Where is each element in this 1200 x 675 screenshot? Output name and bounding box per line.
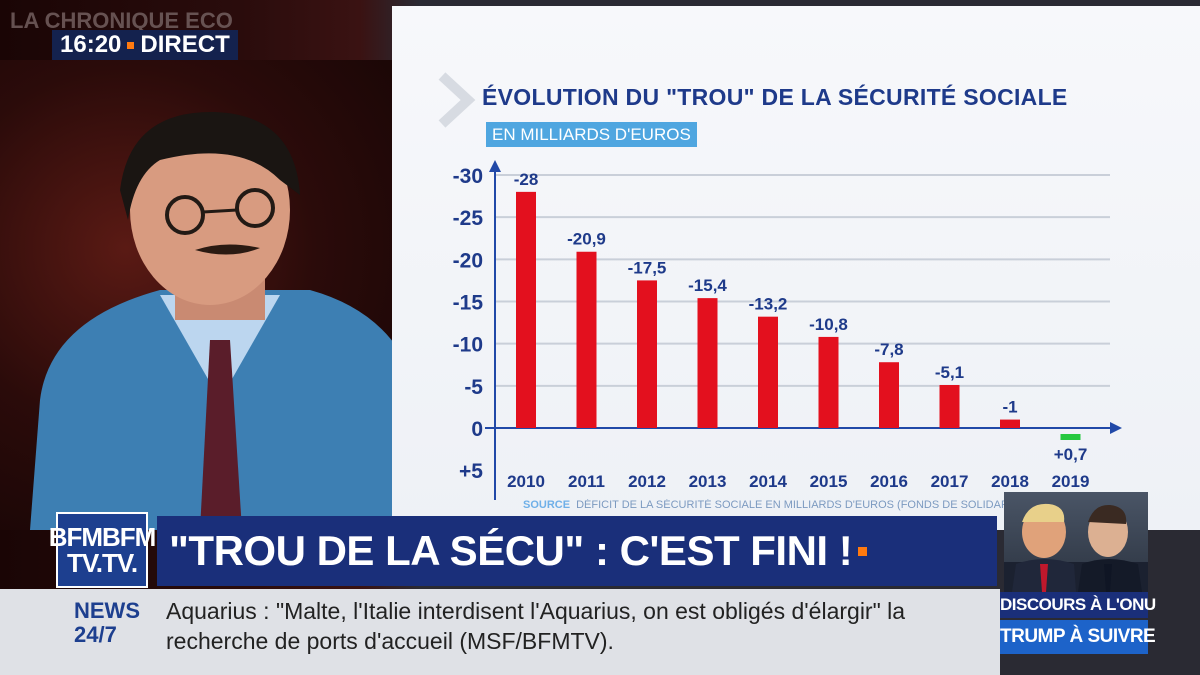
chart-subtitle: EN MILLIARDS D'EUROS xyxy=(486,122,697,147)
value-label-2010: -28 xyxy=(514,170,539,189)
x-tick-label-2011: 2011 xyxy=(568,472,605,491)
y-axis-arrow xyxy=(489,160,501,172)
channel-logo: BFMBFM TV.TV. xyxy=(49,512,156,588)
y-tick-label: -25 xyxy=(453,207,484,230)
value-label-2018: -1 xyxy=(1002,398,1017,417)
news-sub-label: 24/7 xyxy=(74,622,117,647)
bar-2017 xyxy=(939,384,960,428)
value-label-2015: -10,8 xyxy=(809,315,848,334)
y-tick-label: -30 xyxy=(453,165,483,188)
side-caption-1: DISCOURS À L'ONU xyxy=(1000,592,1156,618)
source-text: DÉFICIT DE LA SÉCURITÉ SOCIALE EN MILLIA… xyxy=(576,499,1088,511)
side-photo xyxy=(1004,492,1148,592)
clock-box: 16:20 DIRECT xyxy=(52,30,238,60)
headline-bar: "TROU DE LA SÉCU" : C'EST FINI ! xyxy=(157,516,997,586)
y-tick-label: -20 xyxy=(453,249,483,272)
bar-2015 xyxy=(818,336,839,428)
presenter-illustration xyxy=(30,111,420,530)
bar-2012 xyxy=(637,280,657,428)
x-tick-label-2016: 2016 xyxy=(870,472,908,491)
bar-2010 xyxy=(516,191,536,428)
bar-2019 xyxy=(1060,434,1081,440)
headline-text: "TROU DE LA SÉCU" : C'EST FINI ! xyxy=(169,527,853,574)
chart-source: SOURCE DÉFICIT DE LA SÉCURITÉ SOCIALE EN … xyxy=(523,499,1088,511)
x-tick-label-2015: 2015 xyxy=(810,472,848,491)
live-dot xyxy=(127,41,135,49)
x-tick-label-2017: 2017 xyxy=(931,472,969,491)
y-tick-label: -5 xyxy=(464,376,483,399)
bar-2014 xyxy=(758,316,778,428)
headline-dot xyxy=(858,546,868,556)
news-label: NEWS xyxy=(74,598,140,623)
x-tick-label-2014: 2014 xyxy=(749,472,787,491)
value-label-2013: -15,4 xyxy=(688,276,727,295)
y-tick-label: +5 xyxy=(459,460,483,483)
x-tick-label-2013: 2013 xyxy=(689,472,727,491)
bar-chart: -30 -25 -20 -15 -10 -5 0 +5 -28 2010 -20,9 2011 -17,… xyxy=(453,160,1122,500)
value-label-2011: -20,9 xyxy=(567,230,606,249)
x-tick-label-2012: 2012 xyxy=(628,472,666,491)
x-tick-label-2019: 2019 xyxy=(1052,472,1090,491)
y-tick-label: -10 xyxy=(453,334,483,357)
live-label: DIRECT xyxy=(140,31,230,58)
x-axis-arrow xyxy=(1110,422,1122,434)
clock-time: 16:20 xyxy=(60,31,122,58)
side-caption-2: TRUMP À SUIVRE xyxy=(1000,620,1156,654)
value-label-2017: -5,1 xyxy=(935,363,964,382)
bar-2016 xyxy=(879,362,899,428)
segment-label: LA CHRONIQUE ECO xyxy=(10,8,233,33)
news-ticker xyxy=(0,589,1000,675)
bar-2018 xyxy=(1000,419,1020,428)
value-label-2012: -17,5 xyxy=(628,258,667,277)
ticker-text: Aquarius : "Malte, l'Italie interdisent … xyxy=(166,598,906,654)
chart-title: ÉVOLUTION DU "TROU" DE LA SÉCURITÉ SOCIA… xyxy=(482,84,1068,110)
logo-line2: TV.TV. xyxy=(66,548,138,578)
chevron-right-icon xyxy=(438,72,476,128)
value-label-2016: -7,8 xyxy=(874,340,903,359)
bar-2011 xyxy=(576,251,597,428)
y-tick-label: 0 xyxy=(471,418,483,441)
x-tick-label-2010: 2010 xyxy=(507,472,545,491)
x-tick-label-2018: 2018 xyxy=(991,472,1029,491)
bar-2013 xyxy=(697,298,718,428)
source-key: SOURCE xyxy=(523,499,571,511)
value-label-2019: +0,7 xyxy=(1054,445,1088,464)
y-tick-label: -15 xyxy=(453,292,484,315)
side-photo-figures xyxy=(1004,503,1148,592)
logo-line1: BFMBFM xyxy=(48,522,157,552)
value-label-2014: -13,2 xyxy=(749,295,788,314)
